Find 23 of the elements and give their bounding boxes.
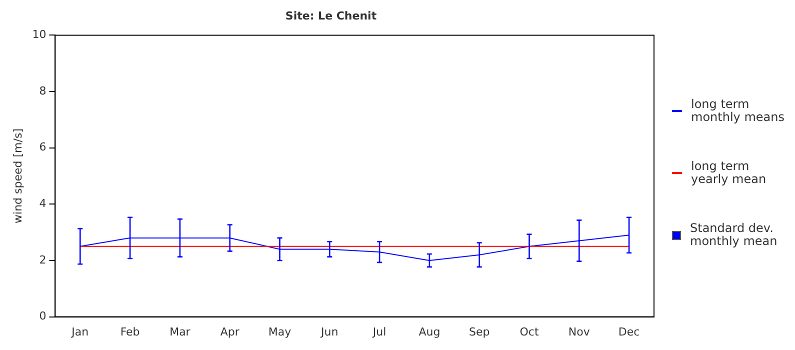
x-tick-label: Jul xyxy=(372,325,386,338)
x-tick-label: Nov xyxy=(568,325,590,338)
x-tick-label: Mar xyxy=(170,325,191,338)
x-tick-label: Oct xyxy=(520,325,540,338)
x-tick-label: Feb xyxy=(120,325,140,338)
x-tick-label: Jun xyxy=(320,325,338,338)
y-tick-label: 6 xyxy=(39,140,46,154)
legend-label: long term monthly means xyxy=(691,97,786,124)
y-tick-label: 8 xyxy=(39,84,46,98)
x-tick-label: Jan xyxy=(70,325,89,338)
y-axis-title: wind speed [m/s] xyxy=(11,128,24,224)
x-tick-label: Dec xyxy=(618,325,640,338)
legend-label: long term yearly mean xyxy=(691,159,768,186)
x-tick-label: Apr xyxy=(220,325,240,338)
x-tick-label: May xyxy=(268,325,292,338)
y-tick-label: 10 xyxy=(32,28,46,42)
x-tick-label: Aug xyxy=(418,325,440,338)
chart-title: Site: Le Chenit xyxy=(285,9,377,22)
y-tick-label: 2 xyxy=(39,253,46,266)
y-tick-label: 0 xyxy=(39,310,46,323)
y-tick-label: 4 xyxy=(39,197,46,210)
x-tick-label: Sep xyxy=(468,325,490,338)
text: Standard dev. monthly mean xyxy=(690,221,778,248)
